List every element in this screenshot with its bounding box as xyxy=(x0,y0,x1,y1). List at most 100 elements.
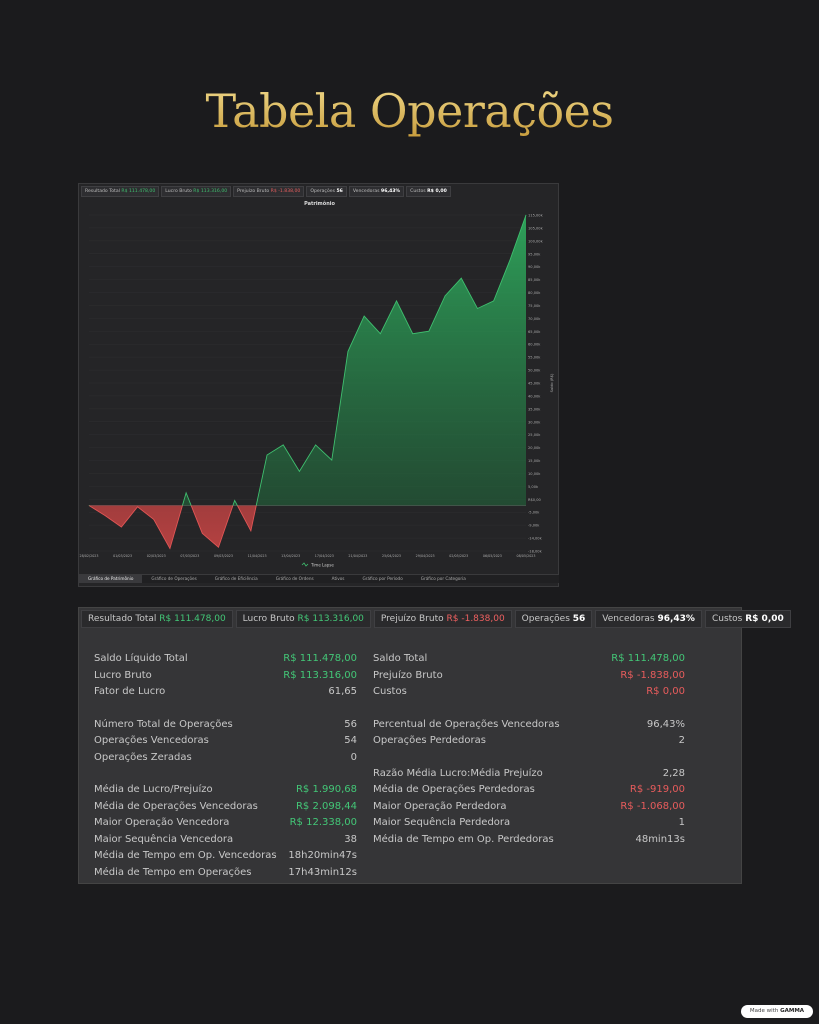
stat-label: Maior Operação Perdedora xyxy=(373,800,507,812)
gain-area xyxy=(89,215,526,506)
x-tick-label: 08/05/2023 xyxy=(516,554,535,558)
data-point xyxy=(315,444,316,446)
summary-chip: Prejuízo Bruto R$ -1.838,00 xyxy=(373,610,512,628)
y-tick-label: 30,00k xyxy=(528,420,541,424)
y-tick-label: 10,00k xyxy=(528,472,541,476)
summary-chip-value: 56 xyxy=(572,614,586,624)
tab-5[interactable]: Gráfico por Período xyxy=(362,576,403,581)
summary-chip-label: Operações xyxy=(310,189,337,194)
summary-chip: Vencedoras 96,43% xyxy=(595,610,702,628)
stat-label: Média de Tempo em Op. Perdedoras xyxy=(373,833,554,845)
data-point xyxy=(380,333,381,335)
stat-value: 61,65 xyxy=(328,686,357,697)
summary-chip-value: 96,43% xyxy=(381,189,401,194)
stat-label: Maior Sequência Vencedora xyxy=(94,833,234,845)
summary-chip: Prejuízo Bruto R$ -1.838,00 xyxy=(233,186,305,197)
x-tick-label: 28/02/2023 xyxy=(79,554,98,558)
summary-chip-label: Resultado Total xyxy=(85,189,122,194)
summary-chip-label: Resultado Total xyxy=(88,614,160,624)
badge-brand: GAMMA xyxy=(780,1008,805,1014)
data-point xyxy=(396,300,397,302)
y-tick-label: 5,00k xyxy=(528,485,539,489)
y-tick-label: 95,00k xyxy=(528,252,541,256)
y-tick-label: 50,00k xyxy=(528,369,541,373)
x-tick-label: 01/03/2023 xyxy=(113,554,132,558)
data-point xyxy=(412,333,414,335)
y-tick-label: -9,00k xyxy=(528,524,540,528)
summary-chip-value: R$ 0,00 xyxy=(745,614,784,624)
summary-chip: Custos R$ 0,00 xyxy=(406,186,451,197)
summary-chip-value: R$ 113.316,00 xyxy=(297,614,364,624)
tab-2[interactable]: Gráfico de Eficiência xyxy=(214,576,258,581)
x-tick-label: 17/04/2023 xyxy=(315,554,334,558)
data-point xyxy=(299,471,300,472)
data-point xyxy=(88,505,90,506)
stat-label: Maior Operação Vencedora xyxy=(94,817,230,828)
summary-bar: Resultado Total R$ 111.478,00 Lucro Bruto… xyxy=(81,610,791,628)
data-point xyxy=(266,454,268,456)
summary-chip-label: Vencedoras xyxy=(352,189,382,194)
summary-chip-label: Lucro Bruto xyxy=(165,189,194,194)
stat-label: Fator de Lucro xyxy=(94,686,166,697)
data-point xyxy=(104,515,106,516)
made-with-badge[interactable]: Made with GAMMA xyxy=(741,1005,813,1018)
tab-1[interactable]: Gráfico de Operações xyxy=(151,576,197,581)
data-point xyxy=(428,330,430,332)
stat-value: 17h43min12s xyxy=(288,866,357,878)
y-tick-label: 40,00k xyxy=(528,394,541,398)
summary-chip: Custos R$ 0,00 xyxy=(704,610,791,628)
badge-prefix: Made with xyxy=(749,1008,779,1014)
loss-area xyxy=(89,505,257,549)
summary-chip-value: 56 xyxy=(336,189,343,194)
data-point xyxy=(121,526,122,528)
x-tick-label: 21/04/2023 xyxy=(348,554,367,558)
data-point xyxy=(493,300,494,302)
equity-chart-window: Resultado Total R$ 111.478,00 Lucro Bruto… xyxy=(78,183,559,587)
stats-panel: Resultado Total R$ 111.478,00 Lucro Bruto… xyxy=(78,607,791,884)
stat-value: R$ -1.068,00 xyxy=(620,800,685,812)
tab-3[interactable]: Gráfico de Ordens xyxy=(275,576,314,581)
summary-chip-label: Operações xyxy=(521,614,573,624)
y-tick-label: 55,00k xyxy=(528,356,541,360)
stat-value: 1 xyxy=(678,817,685,828)
stat-label: Média de Operações Vencedoras xyxy=(94,800,258,812)
y-tick-label: 80,00k xyxy=(528,291,541,295)
summary-chip: Lucro Bruto R$ 113.316,00 xyxy=(161,186,232,197)
data-point xyxy=(282,444,284,446)
stat-label: Número Total de Operações xyxy=(94,718,233,730)
x-tick-label: 11/04/2023 xyxy=(248,554,267,558)
x-tick-label: 29/04/2023 xyxy=(416,554,435,558)
x-tick-label: 06/05/2023 xyxy=(483,554,502,558)
tab-0[interactable]: Gráfico de Patrimônio xyxy=(79,575,143,583)
chart-tab-strip: Gráfico de Patrimônio Gráfico de Operaçõe… xyxy=(79,574,559,583)
stat-value: 2,28 xyxy=(662,767,685,779)
stat-value: 0 xyxy=(350,751,357,763)
stat-label: Média de Operações Perdedoras xyxy=(373,784,535,795)
y-axis-label: Saldo (R$) xyxy=(550,373,554,392)
summary-chip-value: R$ -1.838,00 xyxy=(270,189,301,194)
y-tick-label: 15,00k xyxy=(528,459,541,463)
x-tick-label: 07/03/2023 xyxy=(180,554,199,558)
y-tick-label: 105,00k xyxy=(528,226,544,230)
stat-label: Saldo Total xyxy=(373,653,428,664)
y-tick-label: 65,00k xyxy=(528,330,541,334)
y-tick-label: R$0,00 xyxy=(528,498,541,502)
summary-chip-label: Custos xyxy=(711,614,746,624)
data-point xyxy=(153,519,155,520)
data-point xyxy=(331,459,333,461)
stat-label: Custos xyxy=(373,686,407,697)
tab-4[interactable]: Ativos xyxy=(331,576,345,581)
stat-label: Operações Perdedoras xyxy=(373,735,486,746)
data-point xyxy=(201,533,203,534)
stat-value: R$ 111.478,00 xyxy=(611,653,685,664)
stat-value: 56 xyxy=(344,718,357,730)
tab-6[interactable]: Gráfico por Categoria xyxy=(420,576,466,581)
y-tick-label: 90,00k xyxy=(528,265,541,269)
summary-chip-value: R$ 113.316,00 xyxy=(193,189,228,194)
stat-value: R$ 12.338,00 xyxy=(289,817,357,828)
stat-value: R$ -919,00 xyxy=(629,784,685,795)
stat-value: 48min13s xyxy=(635,833,685,845)
summary-chip-label: Lucro Bruto xyxy=(242,614,298,624)
stat-label: Saldo Líquido Total xyxy=(94,653,188,664)
stat-label: Maior Sequência Perdedora xyxy=(373,817,511,828)
